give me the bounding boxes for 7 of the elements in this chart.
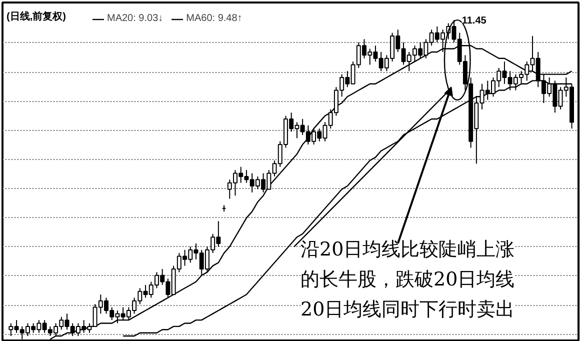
annotation: 沿20日均线比较陡峭上涨 [300,238,515,260]
annotation: 的长牛股，跌破20日均线 [300,268,515,290]
annotation: 11.45 [462,16,487,27]
chart-title: (日线,前复权) [6,10,66,22]
legend-label: MA60: 9.48↑ [186,13,242,24]
legend-label: MA20: 9.03↓ [107,13,164,24]
annotation: 20日均线同时下行时卖出 [300,298,515,320]
